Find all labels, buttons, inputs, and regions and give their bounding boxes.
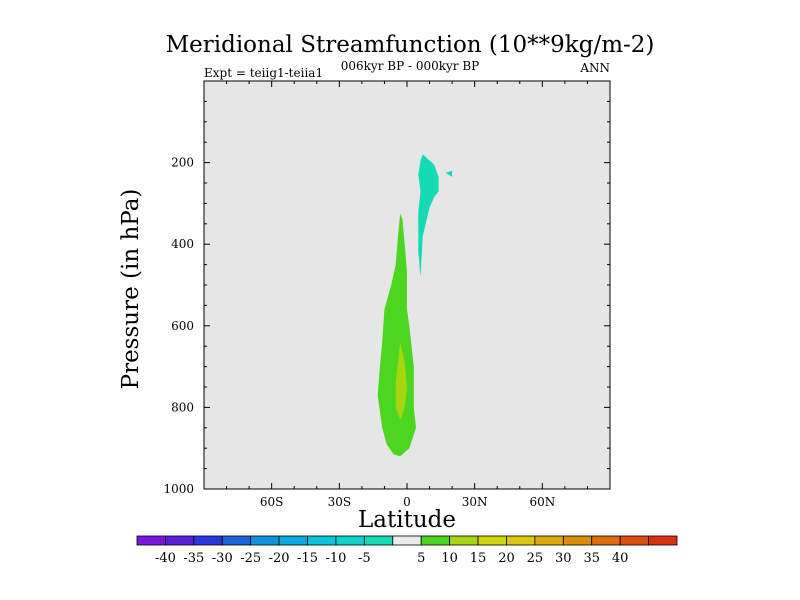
colorbar-box-10 xyxy=(420,535,451,546)
colorbar-box-2 xyxy=(193,535,223,546)
contour-region-3 xyxy=(395,342,407,420)
x-tick-label-3: 30N xyxy=(462,495,488,509)
colorbar-label-3: -25 xyxy=(240,551,261,566)
colorbar-box-18 xyxy=(648,535,678,546)
contour-region-0 xyxy=(418,154,439,277)
colorbar-label-15: 40 xyxy=(612,551,629,566)
colorbar-box-9 xyxy=(392,535,422,546)
colorbar-label-4: -20 xyxy=(269,551,290,566)
colorbar-label-2: -30 xyxy=(212,551,233,566)
colorbar-box-1 xyxy=(165,535,195,546)
colorbar-box-5 xyxy=(278,535,308,546)
colorbar-labels: -40 -35 -30 -25 -20 -15 -10 -5 5 10 15 20 25 30 35 40 xyxy=(155,551,628,566)
colorbar-box-6 xyxy=(307,535,337,546)
colorbar-label-9: 10 xyxy=(441,551,458,566)
colorbar-box-3 xyxy=(221,535,252,546)
colorbar-label-14: 35 xyxy=(583,551,600,566)
axis-tick-labels: 60S 30S 0 30N 60N 200 400 600 800 1000 xyxy=(163,156,555,509)
x-tick-label-1: 30S xyxy=(328,495,352,509)
colorbar-label-0: -40 xyxy=(155,551,176,566)
axis-ticks xyxy=(203,80,611,490)
x-tick-label-4: 60N xyxy=(529,495,555,509)
x-axis-label: Latitude xyxy=(358,507,456,533)
colorbar-box-16 xyxy=(591,535,621,546)
chart-subtitle: 006kyr BP - 000kyr BP xyxy=(341,59,479,73)
colorbar-box-13 xyxy=(506,535,536,546)
x-tick-label-2: 0 xyxy=(403,495,411,509)
colorbar-box-8 xyxy=(363,535,394,546)
colorbar-box-0 xyxy=(136,535,166,546)
contour-region-1 xyxy=(445,170,453,177)
experiment-label: Expt = teiig1-teiia1 xyxy=(204,66,323,80)
y-tick-label-4: 1000 xyxy=(163,482,194,496)
y-axis-label: Pressure (in hPa) xyxy=(118,189,144,390)
colorbar-label-7: -5 xyxy=(358,551,371,566)
colorbar-box-12 xyxy=(477,535,507,546)
colorbar-box-15 xyxy=(562,535,593,546)
contour-regions xyxy=(377,154,453,457)
colorbar-label-10: 15 xyxy=(470,551,487,566)
season-label: ANN xyxy=(579,61,610,75)
x-tick-label-0: 60S xyxy=(260,495,284,509)
colorbar xyxy=(136,535,678,546)
colorbar-label-13: 30 xyxy=(555,551,572,566)
colorbar-box-7 xyxy=(335,535,365,546)
y-tick-label-3: 800 xyxy=(171,400,194,414)
colorbar-label-6: -10 xyxy=(325,551,346,566)
contour-region-2 xyxy=(377,213,416,457)
colorbar-label-12: 25 xyxy=(527,551,544,566)
colorbar-box-17 xyxy=(619,535,649,546)
colorbar-label-8: 5 xyxy=(417,551,425,566)
y-tick-label-2: 600 xyxy=(171,319,194,333)
colorbar-box-11 xyxy=(449,535,479,546)
y-tick-label-0: 200 xyxy=(171,156,194,170)
colorbar-label-11: 20 xyxy=(498,551,515,566)
chart-title: Meridional Streamfunction (10**9kg/m-2) xyxy=(166,32,655,58)
colorbar-box-4 xyxy=(250,535,280,546)
y-tick-label-1: 400 xyxy=(171,237,194,251)
colorbar-label-5: -15 xyxy=(297,551,318,566)
colorbar-box-14 xyxy=(534,535,564,546)
colorbar-label-1: -35 xyxy=(183,551,204,566)
